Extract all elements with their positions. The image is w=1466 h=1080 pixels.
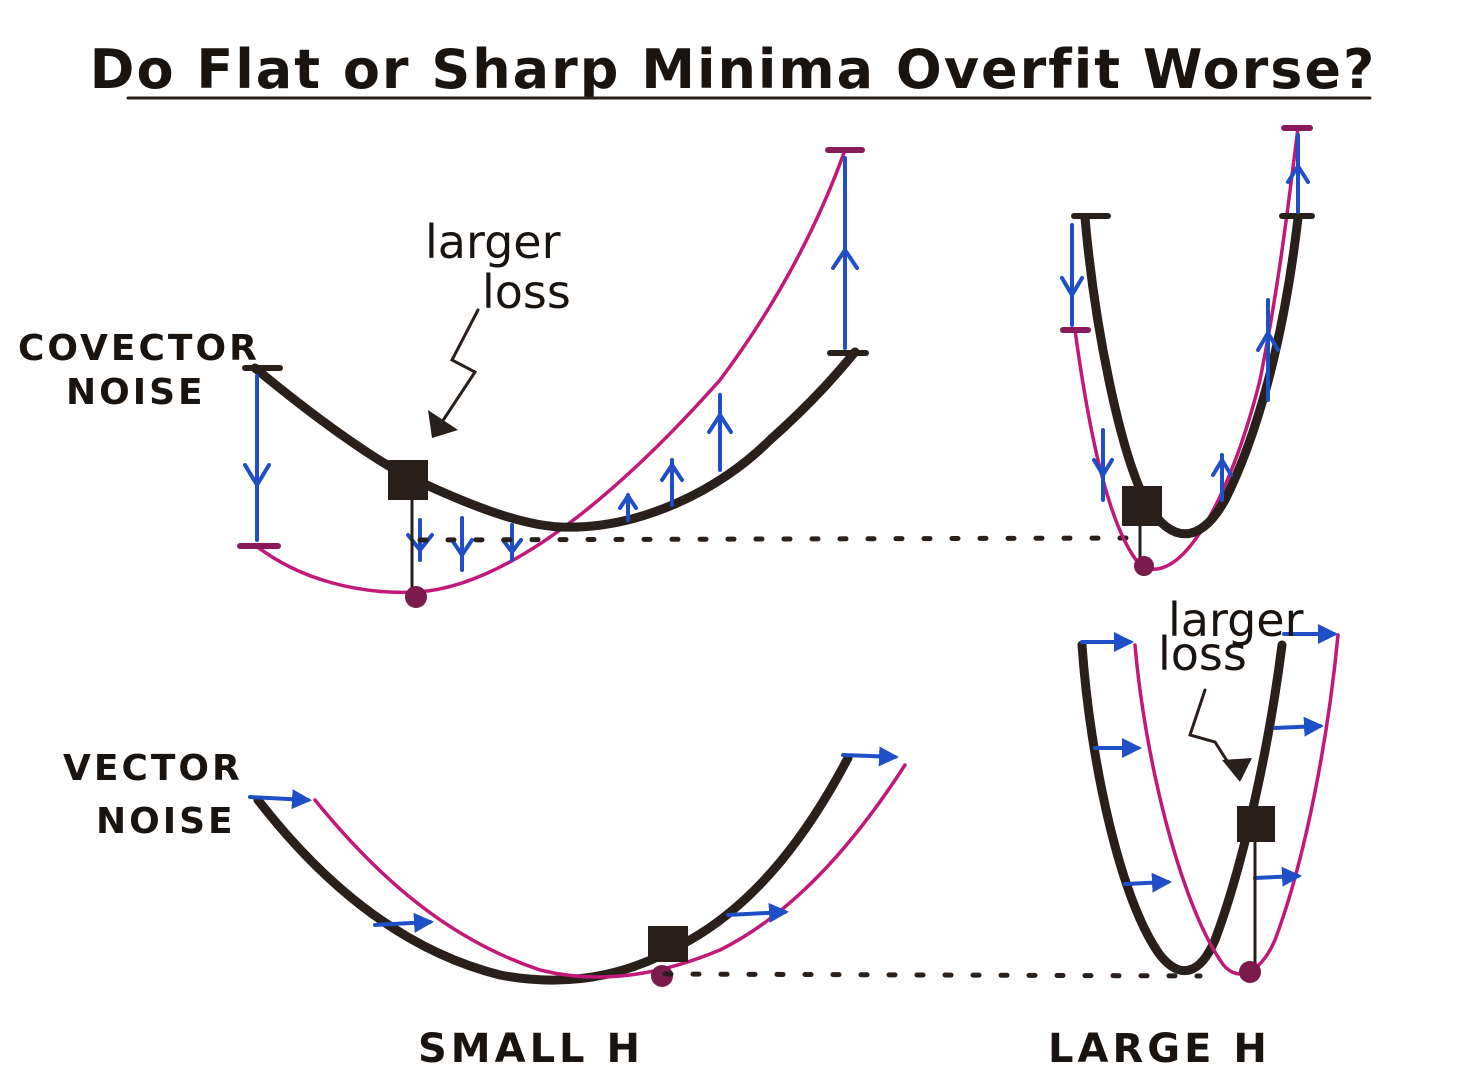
arrow-head [1222, 758, 1252, 782]
true-loss-curve [1133, 633, 1340, 976]
estimated-minimum-marker [1237, 806, 1275, 842]
panel-covector-large-h [1060, 125, 1315, 576]
arrow-up [1286, 162, 1310, 184]
true-minimum-marker [1134, 556, 1154, 576]
covector-label-line1: COVECTOR [18, 328, 260, 369]
shift-arrow [1123, 872, 1172, 893]
arrow-up [831, 246, 859, 270]
larger-loss-label-line2: loss [1158, 627, 1247, 681]
panel-vector-small-h: VECTOR NOISE [63, 746, 907, 987]
true-loss-curve [253, 148, 847, 595]
estimated-minimum-marker [648, 926, 688, 962]
estimated-loss-curve [253, 753, 853, 985]
vector-label-line1: VECTOR [63, 748, 243, 789]
shift-arrow [373, 912, 434, 933]
minimum-level-dotted-line [417, 535, 1138, 543]
true-loss-curve [313, 763, 907, 979]
estimated-minimum-marker [1122, 486, 1162, 526]
arrow-up [1211, 456, 1233, 477]
panel-covector-small-h: larger loss COVECTOR NOISE [18, 147, 869, 608]
arrow-down [1060, 276, 1084, 299]
estimated-loss-curve [1077, 640, 1287, 976]
page-title: Do Flat or Sharp Minima Overfit Worse? [90, 38, 1377, 101]
arrow-up [618, 492, 638, 510]
vector-label-line2: NOISE [96, 801, 236, 842]
large-h-label: LARGE H [1048, 1026, 1271, 1072]
larger-loss-label-line1: larger [1168, 593, 1304, 647]
estimated-minimum-marker [388, 460, 428, 500]
arrow-head [428, 410, 458, 438]
true-minimum-marker [405, 586, 427, 608]
larger-loss-label-line2: loss [482, 265, 571, 319]
true-minimum-marker [1239, 961, 1261, 983]
shift-arrow [248, 789, 312, 810]
minimum-level-dotted-line [662, 971, 1203, 979]
arrow-down [501, 538, 523, 556]
arrow-down [243, 463, 271, 489]
shift-arrow [1273, 716, 1324, 737]
true-loss-curve [1073, 126, 1300, 571]
true-minimum-marker [651, 965, 673, 987]
arrow-down [450, 538, 474, 559]
arrow-up [660, 461, 684, 482]
shift-arrow [1253, 866, 1302, 887]
lightning-arrow [1188, 688, 1238, 777]
shift-arrow [726, 902, 789, 923]
panel-vector-large-h: larger loss [1077, 593, 1340, 983]
estimated-loss-curve [1080, 213, 1303, 539]
lightning-arrow [438, 308, 480, 427]
larger-loss-label-line1: larger [425, 215, 561, 269]
small-h-label: SMALL H [418, 1026, 644, 1072]
covector-label-line2: NOISE [66, 372, 206, 413]
arrow-up [707, 411, 733, 434]
estimated-loss-curve [250, 347, 860, 532]
arrow-down [1092, 458, 1114, 479]
title-block: Do Flat or Sharp Minima Overfit Worse? [90, 38, 1377, 101]
shift-arrow [841, 746, 899, 767]
arrow-up [1256, 329, 1280, 352]
